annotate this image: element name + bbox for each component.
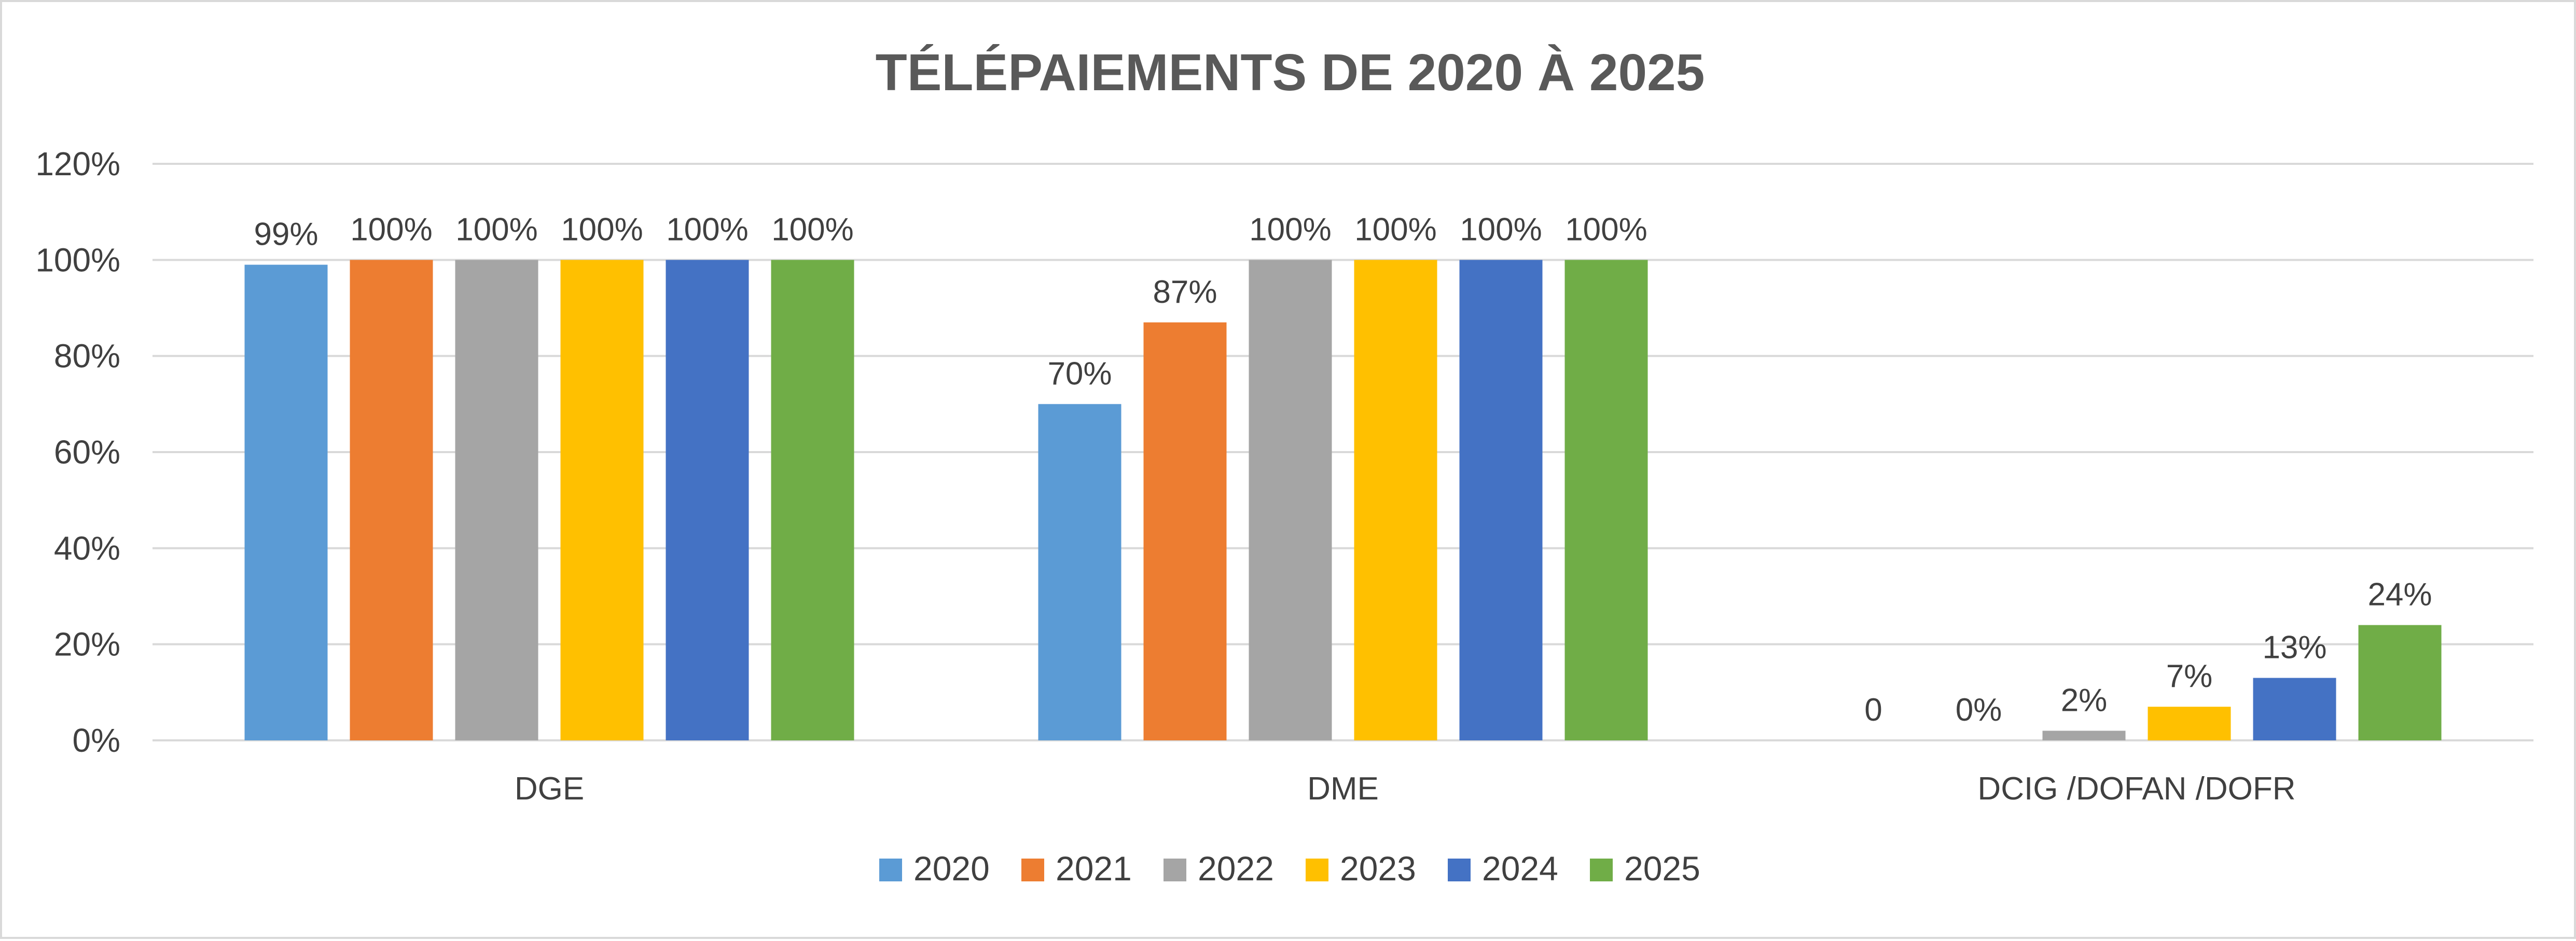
bar-2021-0 xyxy=(350,260,433,740)
data-label: 2% xyxy=(2061,682,2108,718)
bar-2022-1 xyxy=(1249,260,1332,740)
y-tick-label: 0% xyxy=(73,722,121,759)
legend-swatch-2020 xyxy=(879,859,902,881)
legend-label: 2022 xyxy=(1198,849,1274,888)
data-label: 100% xyxy=(455,212,538,247)
bar-2023-0 xyxy=(560,260,644,740)
bars xyxy=(244,260,2442,741)
data-label: 24% xyxy=(2367,577,2432,613)
data-label: 100% xyxy=(350,212,433,247)
legend-label: 2020 xyxy=(913,849,990,888)
y-tick-label: 80% xyxy=(54,338,120,375)
data-label: 99% xyxy=(254,217,318,252)
data-label: 100% xyxy=(666,212,749,247)
y-tick-label: 100% xyxy=(35,241,120,278)
legend-swatch-2024 xyxy=(1448,859,1471,881)
legend-label: 2023 xyxy=(1340,849,1416,888)
data-label: 100% xyxy=(1565,212,1647,247)
data-labels: 99% 100% 100% 100% 100% 100% 70% 87% 100% 100% 100… xyxy=(254,212,2432,728)
data-label: 100% xyxy=(561,212,643,247)
y-tick-label: 20% xyxy=(54,626,120,663)
x-axis-categories: DGE DME DCIG /DOFAN /DOFR xyxy=(515,771,2296,807)
x-category-label: DME xyxy=(1307,771,1379,807)
data-label: 70% xyxy=(1047,356,1112,391)
bar-2022-0 xyxy=(455,260,538,740)
legend: 2020 2021 2022 2023 2024 2025 xyxy=(879,849,1700,888)
bar-2020-0 xyxy=(244,264,328,741)
data-label: 7% xyxy=(2166,658,2213,694)
chart-title: TÉLÉPAIEMENTS DE 2020 À 2025 xyxy=(876,44,1705,102)
data-label: 100% xyxy=(771,212,854,247)
data-label: 87% xyxy=(1153,274,1217,310)
legend-swatch-2025 xyxy=(1590,859,1613,881)
legend-label: 2024 xyxy=(1482,849,1558,888)
bar-2023-2 xyxy=(2148,707,2231,740)
data-label: 0% xyxy=(1956,692,2002,728)
x-category-label: DCIG /DOFAN /DOFR xyxy=(1977,771,2295,807)
bar-2025-0 xyxy=(771,260,854,740)
legend-swatch-2021 xyxy=(1021,859,1044,881)
data-label: 100% xyxy=(1249,212,1332,247)
bar-2023-1 xyxy=(1354,260,1437,740)
bar-2024-2 xyxy=(2253,678,2336,740)
bar-2022-2 xyxy=(2042,731,2126,740)
y-tick-label: 120% xyxy=(35,145,120,182)
x-category-label: DGE xyxy=(515,771,584,807)
data-label: 13% xyxy=(2262,630,2326,666)
data-label: 100% xyxy=(1460,212,1542,247)
bar-2025-1 xyxy=(1564,260,1648,740)
bar-2024-1 xyxy=(1459,260,1543,740)
data-label: 100% xyxy=(1354,212,1437,247)
bar-2021-1 xyxy=(1143,322,1227,740)
data-label: 0 xyxy=(1864,692,1882,728)
y-tick-label: 60% xyxy=(54,433,120,471)
y-axis-ticks: 0% 20% 40% 60% 80% 100% 120% xyxy=(35,145,120,759)
bar-2025-2 xyxy=(2358,625,2442,740)
gridlines xyxy=(153,163,2533,741)
legend-swatch-2023 xyxy=(1306,859,1328,881)
legend-label: 2025 xyxy=(1624,849,1700,888)
bar-2020-1 xyxy=(1038,404,1121,740)
y-tick-label: 40% xyxy=(54,529,120,567)
legend-label: 2021 xyxy=(1056,849,1132,888)
bar-2024-0 xyxy=(666,260,749,740)
legend-swatch-2022 xyxy=(1164,859,1186,881)
